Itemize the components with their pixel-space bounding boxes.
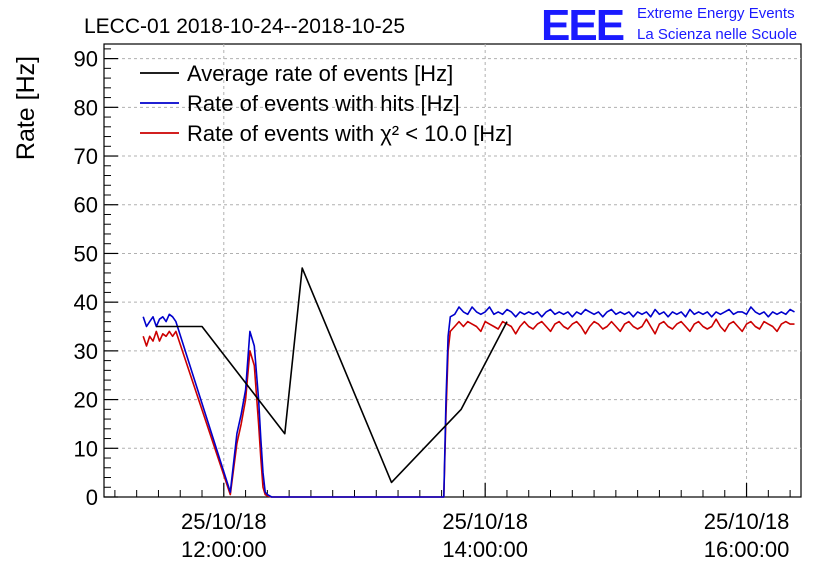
- chart-title: LECC-01 2018-10-24--2018-10-25: [84, 15, 405, 38]
- series-line-1: [142, 306, 795, 498]
- x-tick-date: 25/10/18: [181, 509, 267, 534]
- legend-label: Average rate of events [Hz]: [187, 61, 453, 86]
- y-tick-label: 10: [74, 436, 98, 461]
- legend-label: Rate of events with hits [Hz]: [187, 91, 460, 116]
- x-tick-time: 16:00:00: [704, 537, 790, 562]
- logo-text: EEE: [541, 1, 624, 50]
- y-tick-label: 40: [74, 290, 98, 315]
- grid: [104, 44, 801, 497]
- y-tick-label: 90: [74, 47, 98, 72]
- logo-line-1: Extreme Energy Events: [637, 5, 795, 22]
- y-tick-label: 80: [74, 95, 98, 120]
- series-line-2: [142, 318, 795, 498]
- legend: Average rate of events [Hz] Rate of event…: [140, 61, 512, 146]
- y-tick-label: 0: [86, 485, 98, 510]
- series-lines: [142, 267, 795, 498]
- logo-line-2: La Scienza nelle Scuole: [637, 26, 797, 43]
- x-tick-date: 25/10/18: [704, 509, 790, 534]
- x-tick-time: 14:00:00: [442, 537, 528, 562]
- x-tick-time: 12:00:00: [181, 537, 267, 562]
- y-tick-label: 50: [74, 241, 98, 266]
- eee-logo: EEE Extreme Energy Events La Scienza nel…: [541, 1, 797, 50]
- axes: 0 10 20 30 40 50 60 70 80 90 25/10/18 12:00:00 25/10…: [74, 47, 791, 562]
- y-axis-label: Rate [Hz]: [12, 56, 40, 160]
- x-tick-date: 25/10/18: [442, 509, 528, 534]
- y-tick-label: 30: [74, 339, 98, 364]
- plot-frame: [103, 43, 802, 498]
- y-tick-label: 20: [74, 388, 98, 413]
- y-tick-label: 60: [74, 193, 98, 218]
- y-tick-label: 70: [74, 144, 98, 169]
- legend-label: Rate of events with χ² < 10.0 [Hz]: [187, 121, 512, 146]
- series-line-0: [156, 267, 508, 484]
